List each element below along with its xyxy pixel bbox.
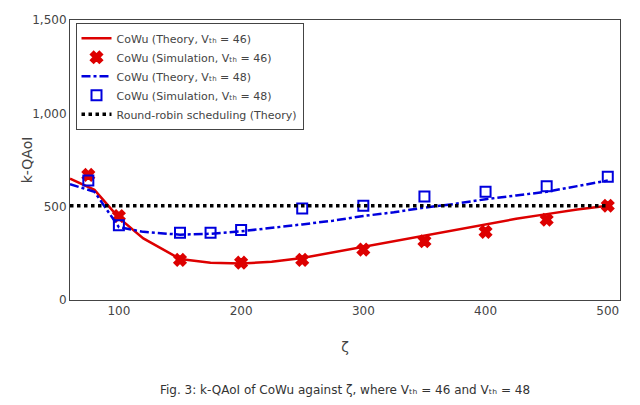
svg-text:0: 0 xyxy=(59,293,67,307)
svg-text:200: 200 xyxy=(230,304,253,318)
svg-text:500: 500 xyxy=(596,304,619,318)
svg-text:k-QAoI: k-QAoI xyxy=(19,137,35,184)
svg-text:CoWu (Simulation, Vₜₕ = 48): CoWu (Simulation, Vₜₕ = 48) xyxy=(117,90,272,103)
svg-text:1,500: 1,500 xyxy=(32,13,66,27)
svg-text:ζ: ζ xyxy=(341,339,349,355)
svg-text:300: 300 xyxy=(352,304,375,318)
svg-text:CoWu (Simulation, Vₜₕ = 46): CoWu (Simulation, Vₜₕ = 46) xyxy=(117,52,272,65)
svg-text:CoWu (Theory, Vₜₕ = 48): CoWu (Theory, Vₜₕ = 48) xyxy=(117,71,252,84)
svg-text:Round-robin scheduling (Theory: Round-robin scheduling (Theory) xyxy=(117,109,297,122)
svg-text:400: 400 xyxy=(474,304,497,318)
svg-text:500: 500 xyxy=(44,200,67,214)
svg-text:Fig. 3: k-QAoI of CoWu against: Fig. 3: k-QAoI of CoWu against ζ, where … xyxy=(160,383,530,397)
svg-text:1,000: 1,000 xyxy=(32,107,66,121)
svg-text:CoWu (Theory, Vₜₕ = 46): CoWu (Theory, Vₜₕ = 46) xyxy=(117,33,252,46)
svg-text:100: 100 xyxy=(107,304,130,318)
